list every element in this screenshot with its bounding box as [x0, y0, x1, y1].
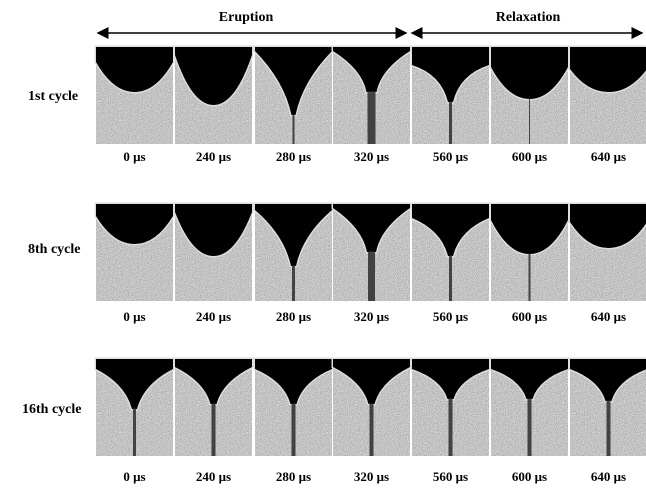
liquid-neck [528, 398, 532, 456]
phase-label: Eruption [219, 10, 274, 25]
time-label: 640 μs [591, 149, 626, 164]
frame [96, 204, 173, 301]
frame [255, 47, 332, 144]
frame [175, 359, 252, 456]
liquid-neck [607, 400, 611, 456]
time-label: 600 μs [512, 469, 547, 484]
frame [491, 204, 568, 301]
frame [96, 359, 173, 456]
frame [412, 359, 489, 456]
liquid-neck [133, 408, 136, 456]
time-label: 280 μs [276, 309, 311, 324]
frame [570, 204, 646, 301]
frame [570, 47, 646, 144]
time-label: 560 μs [433, 469, 468, 484]
time-label: 280 μs [276, 469, 311, 484]
liquid-neck [449, 101, 452, 144]
frame [96, 47, 173, 144]
time-label: 320 μs [354, 309, 389, 324]
liquid-neck [368, 91, 376, 144]
time-label: 640 μs [591, 309, 626, 324]
time-label: 560 μs [433, 309, 468, 324]
frame [175, 47, 252, 144]
time-label: 600 μs [512, 309, 547, 324]
row-label: 1st cycle [28, 89, 78, 104]
time-label: 600 μs [512, 149, 547, 164]
phase-label: Relaxation [496, 10, 561, 25]
frame [333, 359, 410, 456]
liquid-neck [449, 398, 453, 456]
row-label: 8th cycle [28, 242, 80, 257]
frame [333, 204, 410, 301]
time-label: 280 μs [276, 149, 311, 164]
time-label: 320 μs [354, 469, 389, 484]
frame [570, 359, 646, 456]
frame [175, 204, 252, 301]
time-label: 240 μs [196, 149, 231, 164]
frame [491, 47, 568, 144]
frame [412, 204, 489, 301]
liquid-neck [529, 253, 531, 301]
liquid-neck [529, 98, 530, 144]
frame [255, 359, 332, 456]
liquid-neck [293, 114, 295, 144]
time-label: 240 μs [196, 469, 231, 484]
time-label: 0 μs [123, 309, 145, 324]
time-label: 560 μs [433, 149, 468, 164]
liquid-neck [292, 265, 295, 301]
row-label: 16th cycle [22, 402, 81, 417]
time-label: 0 μs [123, 469, 145, 484]
time-label: 640 μs [591, 469, 626, 484]
figure: Eruption Relaxation 1st cycle 0 μs 240 μs 2… [0, 0, 646, 487]
time-label: 320 μs [354, 149, 389, 164]
time-label: 0 μs [123, 149, 145, 164]
frame [491, 359, 568, 456]
liquid-neck [212, 403, 216, 456]
frame [255, 204, 332, 301]
frame [412, 47, 489, 144]
liquid-neck [449, 255, 452, 301]
time-label: 240 μs [196, 309, 231, 324]
liquid-neck [292, 403, 296, 456]
frame [333, 47, 410, 144]
liquid-neck [368, 251, 375, 301]
liquid-neck [370, 403, 374, 456]
